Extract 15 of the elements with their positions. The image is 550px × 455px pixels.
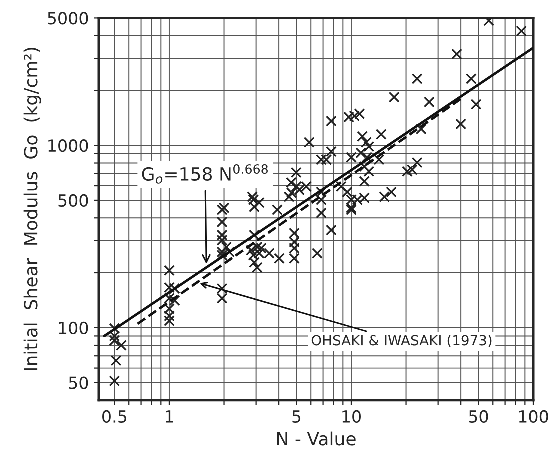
y-tick-label: 50 [69, 376, 88, 390]
x-tick-label: 0.5 [102, 410, 126, 424]
y-tick-label: 1000 [48, 140, 88, 152]
x-tick-label: 50 [469, 410, 488, 424]
y-tick-label: 5000 [48, 12, 88, 25]
x-tick-label: 1 [166, 410, 174, 423]
y-tick-label: 100 [59, 322, 88, 334]
annotation: G$_{o}$=158 N$^{0.668}$ [142, 164, 268, 184]
y-axis-title: Initial Shear Modulus Go (kg/cm²) [24, 48, 42, 370]
annotation: OHSAKI & IWASAKI (1973) [312, 334, 492, 348]
x-axis-title: N - Value [277, 432, 356, 446]
x-tick-label: 5 [292, 410, 301, 424]
y-tick-label: 500 [58, 194, 88, 208]
x-tick-label: 10 [342, 410, 361, 424]
x-tick-label: 100 [519, 410, 548, 424]
